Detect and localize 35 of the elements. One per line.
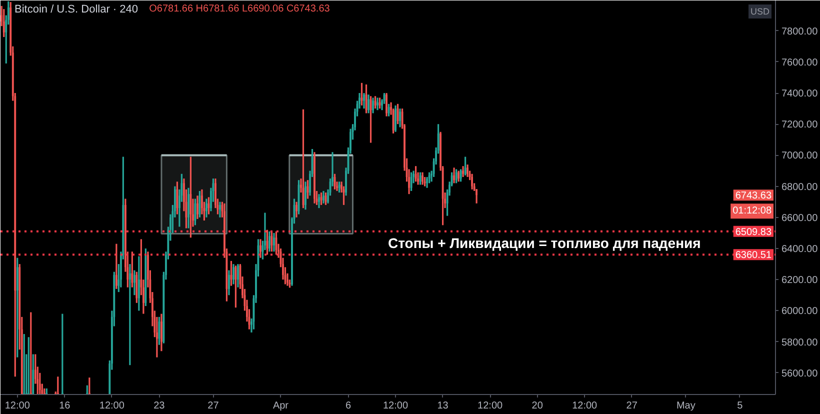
annotation: 01:12:08: [732, 206, 772, 217]
x-tick-label: 12:00: [572, 400, 598, 412]
y-tick-label: 7000.00: [782, 150, 818, 162]
x-tick-label: 27: [208, 400, 220, 412]
y-axis-title: USD: [750, 6, 770, 16]
annotation: Стопы + Ликвидации = топливо для падения: [388, 235, 701, 252]
x-tick-label: 16: [59, 400, 71, 412]
chart-title: Bitcoin / U.S. Dollar · 240: [14, 4, 138, 16]
ref-line-label: 6509.83: [735, 226, 772, 238]
y-tick-label: 7800.00: [782, 26, 818, 38]
x-tick-label: 12:00: [478, 400, 504, 412]
x-tick-label: 12:00: [4, 400, 30, 412]
y-tick-label: 6400.00: [782, 244, 818, 255]
annotation: 6743.63: [735, 190, 772, 202]
y-tick-label: 5600.00: [782, 368, 818, 380]
x-tick-label: May: [676, 400, 696, 412]
y-tick-label: 5800.00: [782, 337, 818, 348]
chart-subtitle: O6781.66 H6781.66 L6690.06 C6743.63: [149, 4, 330, 14]
y-tick-label: 6200.00: [782, 275, 818, 286]
x-tick-label: 5: [737, 400, 744, 412]
y-tick-label: 6000.00: [782, 306, 818, 318]
x-tick-label: 12:00: [383, 400, 408, 412]
y-tick-label: 6800.00: [782, 182, 818, 193]
x-tick-label: 13: [437, 400, 449, 412]
x-tick-label: Apr: [272, 400, 290, 412]
x-tick-label: 23: [154, 400, 166, 412]
x-tick-label: 6: [345, 400, 352, 412]
x-tick-label: 12:00: [99, 400, 125, 412]
y-tick-label: 7600.00: [782, 57, 818, 68]
x-tick-label: 27: [626, 400, 638, 412]
y-tick-label: 6600.00: [782, 212, 818, 224]
ref-line-label: 6360.51: [735, 250, 772, 262]
y-tick-label: 7200.00: [782, 120, 818, 131]
x-tick-label: 20: [532, 400, 544, 412]
y-tick-label: 7400.00: [782, 88, 818, 100]
